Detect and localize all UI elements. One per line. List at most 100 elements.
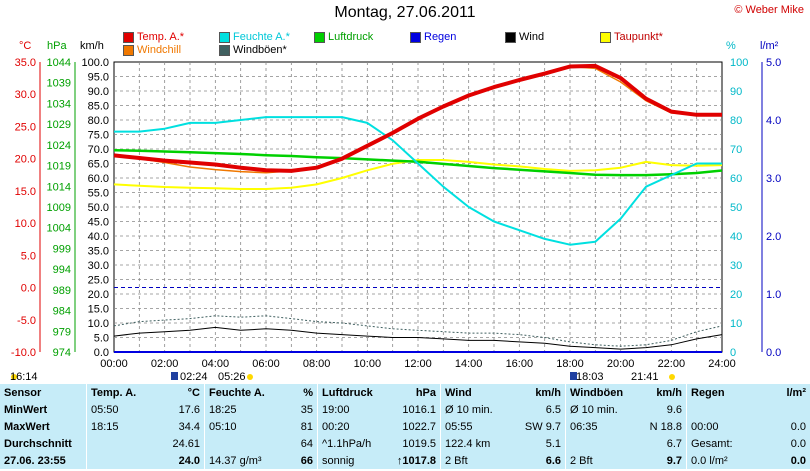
series-line-luftdruck	[113, 148, 723, 177]
tick-kmh: 90.0	[88, 86, 109, 98]
stats-cell: 05:10	[204, 418, 277, 435]
stats-cell: 34.4	[178, 420, 200, 433]
stats-cell: 6.5	[545, 403, 561, 416]
stats-h-temp-unit: °C	[187, 386, 200, 399]
stats-cell: Durchschnitt	[4, 437, 72, 450]
stats-cell	[204, 435, 277, 452]
tick-kmh: 70.0	[88, 144, 109, 156]
legend-dewpoint-label: Taupunkt*	[614, 31, 663, 43]
tick-celsius: 15.0	[15, 186, 36, 198]
tick-celsius: 5.0	[21, 250, 36, 262]
marker-sunrise: 05:26	[218, 371, 246, 383]
stats-cell: 5.1	[545, 437, 561, 450]
tick-hpa: 984	[53, 306, 71, 318]
stats-cell: ↑1017.8	[396, 454, 436, 467]
tick-kmh: 80.0	[88, 115, 109, 127]
stats-cell: SW 9.7	[524, 420, 561, 433]
stats-cell: 05:50	[86, 401, 150, 418]
tick-kmh: 95.0	[88, 72, 109, 84]
stats-cell: 1016.1	[402, 403, 436, 416]
tick-celsius: -10.0	[11, 347, 36, 359]
tick-kmh: 5.0	[94, 333, 109, 345]
tick-time: 08:00	[303, 358, 331, 370]
stats-row-current: 27.06. 23:55 24.0 14.37 g/m³ 66 sonnig ↑…	[0, 452, 810, 469]
tick-percent: 10	[730, 318, 742, 330]
tick-time: 12:00	[404, 358, 432, 370]
tick-kmh: 65.0	[88, 159, 109, 171]
legend-wind: Wind	[505, 31, 544, 43]
tick-kmh: 15.0	[88, 304, 109, 316]
stats-cell: 6.6	[545, 454, 561, 467]
tick-hpa: 1039	[47, 78, 71, 90]
tick-hpa: 974	[53, 347, 71, 359]
tick-celsius: 0.0	[21, 283, 36, 295]
stats-table: Sensor Temp. A. °C Feuchte A. % Luftdruc…	[0, 384, 810, 469]
stats-cell: Ø 10 min.	[565, 401, 634, 418]
tick-celsius: -5.0	[17, 315, 36, 327]
stats-cell: 66	[300, 454, 313, 467]
tick-hpa: 994	[53, 264, 71, 276]
stats-cell: 81	[300, 420, 313, 433]
sun-marker-icon	[11, 374, 17, 380]
legend-dewpoint: Taupunkt*	[600, 31, 663, 43]
tick-percent: 30	[730, 260, 742, 272]
stats-cell: MinWert	[4, 403, 48, 416]
legend-windchill-swatch	[123, 44, 134, 56]
tick-percent: 70	[730, 144, 742, 156]
stats-cell: 2 Bft	[565, 452, 634, 469]
tick-kmh: 60.0	[88, 173, 109, 185]
tick-kmh: 55.0	[88, 188, 109, 200]
stats-cell: 35	[300, 403, 313, 416]
stats-cell: 0.0	[790, 420, 806, 433]
tick-time: 20:00	[607, 358, 635, 370]
stats-cell: Gesamt:	[686, 435, 755, 452]
stats-cell: 6.7	[666, 437, 682, 450]
legend-gusts-label: Windböen*	[233, 44, 287, 56]
stats-cell: 0.0 l/m²	[686, 452, 755, 469]
stats-cell: 00:20	[317, 418, 386, 435]
stats-cell: 06:35	[565, 418, 634, 435]
tick-hpa: 1019	[47, 161, 71, 173]
legend-rain: Regen	[410, 31, 456, 43]
tick-hpa: 1029	[47, 119, 71, 131]
stats-cell: 27.06. 23:55	[4, 454, 66, 467]
stats-cell: MaxWert	[4, 420, 50, 433]
tick-time: 02:00	[151, 358, 179, 370]
chart-title: Montag, 27.06.2011	[334, 4, 476, 21]
tick-lm2: 2.0	[766, 231, 781, 243]
tick-time: 14:00	[455, 358, 483, 370]
legend-temp-label: Temp. A.*	[137, 31, 185, 43]
legend-humidity-swatch	[219, 31, 230, 43]
tick-kmh: 40.0	[88, 231, 109, 243]
tick-kmh: 75.0	[88, 130, 109, 142]
stats-h-rain: Regen	[686, 384, 755, 401]
tick-hpa: 1034	[47, 98, 71, 110]
tick-time: 00:00	[100, 358, 128, 370]
tick-hpa: 979	[53, 326, 71, 338]
stats-cell: 18:15	[86, 418, 150, 435]
tick-kmh: 100.0	[81, 57, 109, 69]
legend-temp: Temp. A.*	[123, 31, 184, 43]
stats-h-wind: Wind	[440, 384, 507, 401]
tick-time: 10:00	[354, 358, 382, 370]
unit-lm2: l/m²	[760, 40, 779, 52]
stats-cell: 17.6	[178, 403, 200, 416]
unit-celsius: °C	[19, 40, 32, 52]
legend-wind-swatch	[505, 31, 516, 43]
tick-kmh: 35.0	[88, 246, 109, 258]
legend-humidity: Feuchte A.*	[219, 31, 290, 43]
tick-time: 24:00	[708, 358, 736, 370]
stats-cell: 14.37 g/m³	[204, 452, 277, 469]
tick-lm2: 4.0	[766, 115, 781, 127]
tick-time: 22:00	[658, 358, 686, 370]
stats-h-temp: Temp. A.	[86, 384, 150, 401]
legend-dewpoint-swatch	[600, 31, 611, 43]
tick-hpa: 1009	[47, 202, 71, 214]
stats-cell: 1019.5	[402, 437, 436, 450]
legend-pressure-label: Luftdruck	[328, 31, 374, 43]
tick-percent: 90	[730, 86, 742, 98]
stats-cell: 1022.7	[402, 420, 436, 433]
stats-cell: 19:00	[317, 401, 386, 418]
stats-cell: 0.0	[790, 454, 806, 467]
stats-cell: 64	[300, 437, 313, 450]
